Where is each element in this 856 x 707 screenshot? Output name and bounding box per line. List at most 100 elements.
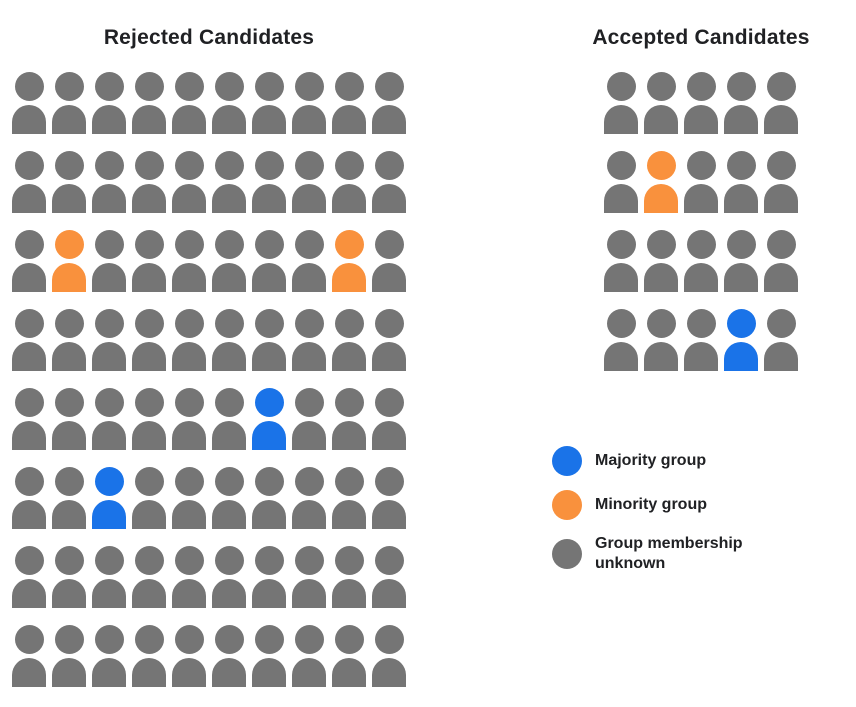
person-torso [132, 184, 166, 213]
person-head [646, 309, 676, 338]
person-torso [132, 421, 166, 450]
person-torso [292, 658, 326, 687]
person-icon-unknown [332, 72, 366, 134]
person-torso [212, 658, 246, 687]
person-head [14, 546, 44, 575]
person-head [54, 546, 84, 575]
person-torso [644, 342, 678, 371]
person-icon-unknown [212, 546, 246, 608]
person-head [14, 309, 44, 338]
person-torso [92, 263, 126, 292]
person-icon-unknown [604, 72, 638, 134]
person-head [294, 625, 324, 654]
person-torso [724, 263, 758, 292]
person-torso [372, 342, 406, 371]
rejected-title: Rejected Candidates [103, 26, 315, 49]
person-torso [604, 105, 638, 134]
person-head [294, 72, 324, 101]
unknown-color-dot-icon [552, 539, 582, 569]
person-icon-unknown [292, 230, 326, 292]
person-head [174, 467, 204, 496]
person-head [214, 546, 244, 575]
person-icon-unknown [212, 151, 246, 213]
person-head [374, 72, 404, 101]
person-icon-unknown [372, 151, 406, 213]
person-icon-unknown [52, 72, 86, 134]
person-icon-unknown [92, 546, 126, 608]
person-icon-unknown [292, 546, 326, 608]
person-torso [252, 263, 286, 292]
person-torso [172, 579, 206, 608]
person-torso [724, 184, 758, 213]
legend-item-minority: Minority group [552, 490, 767, 520]
person-head [254, 467, 284, 496]
person-icon-unknown [132, 467, 166, 529]
person-icon-unknown [252, 625, 286, 687]
person-head [294, 388, 324, 417]
person-head [254, 151, 284, 180]
person-head [606, 151, 636, 180]
person-head [174, 72, 204, 101]
person-torso [764, 105, 798, 134]
person-torso [212, 579, 246, 608]
person-icon-unknown [644, 72, 678, 134]
person-icon-unknown [332, 388, 366, 450]
person-icon-unknown [92, 388, 126, 450]
person-icon-unknown [92, 72, 126, 134]
person-icon-unknown [172, 388, 206, 450]
person-head [374, 309, 404, 338]
person-icon-unknown [372, 625, 406, 687]
person-head [14, 625, 44, 654]
person-torso [764, 184, 798, 213]
person-torso [132, 658, 166, 687]
rejected-grid [8, 72, 410, 687]
person-torso [372, 105, 406, 134]
person-head [646, 72, 676, 101]
person-icon-unknown [252, 151, 286, 213]
person-icon-unknown [12, 467, 46, 529]
person-icon-unknown [372, 72, 406, 134]
person-icon-unknown [684, 230, 718, 292]
person-icon-unknown [372, 309, 406, 371]
person-head [726, 309, 756, 338]
person-torso [332, 342, 366, 371]
person-head [334, 625, 364, 654]
person-torso [372, 658, 406, 687]
person-head [254, 388, 284, 417]
person-head [54, 467, 84, 496]
person-head [374, 467, 404, 496]
person-torso [212, 105, 246, 134]
person-torso [724, 105, 758, 134]
person-torso [212, 342, 246, 371]
person-head [94, 546, 124, 575]
person-icon-unknown [332, 546, 366, 608]
person-head [766, 309, 796, 338]
person-icon-unknown [644, 309, 678, 371]
person-head [334, 467, 364, 496]
person-head [294, 467, 324, 496]
person-icon-unknown [12, 230, 46, 292]
person-head [686, 72, 716, 101]
person-head [254, 72, 284, 101]
person-icon-unknown [212, 388, 246, 450]
person-torso [332, 184, 366, 213]
person-head [726, 72, 756, 101]
person-icon-unknown [92, 151, 126, 213]
person-torso [332, 105, 366, 134]
person-head [134, 467, 164, 496]
person-torso [604, 184, 638, 213]
person-torso [172, 184, 206, 213]
person-icon-unknown [292, 309, 326, 371]
person-head [294, 151, 324, 180]
person-icon-unknown [52, 309, 86, 371]
person-head [214, 230, 244, 259]
person-icon-unknown [372, 467, 406, 529]
person-icon-unknown [212, 625, 246, 687]
person-icon-unknown [684, 72, 718, 134]
person-torso [92, 658, 126, 687]
person-torso [12, 263, 46, 292]
person-head [686, 230, 716, 259]
person-torso [92, 105, 126, 134]
person-torso [252, 342, 286, 371]
person-torso [212, 184, 246, 213]
